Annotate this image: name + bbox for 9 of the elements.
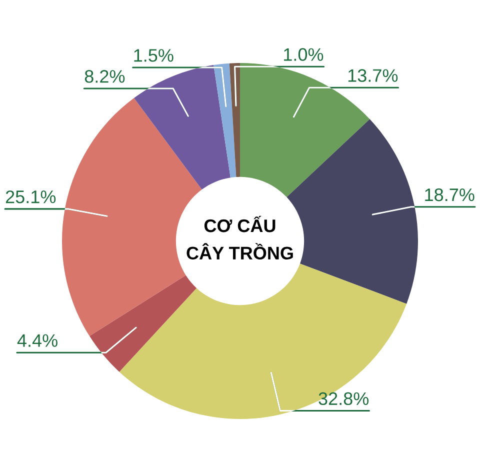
text: CƠ CẤU CÂY TRỒNG [186, 216, 293, 260]
data-label: 4.4% [17, 334, 58, 347]
data-label: 25.1% [6, 190, 56, 204]
data-label: 1.0% [284, 48, 324, 61]
data-label: 18.7% [425, 188, 474, 202]
data-label: 32.8% [318, 392, 369, 406]
data-label: 1.5% [134, 49, 174, 62]
data-label: 8.2% [84, 70, 125, 83]
data-label: 13.7% [348, 69, 398, 82]
